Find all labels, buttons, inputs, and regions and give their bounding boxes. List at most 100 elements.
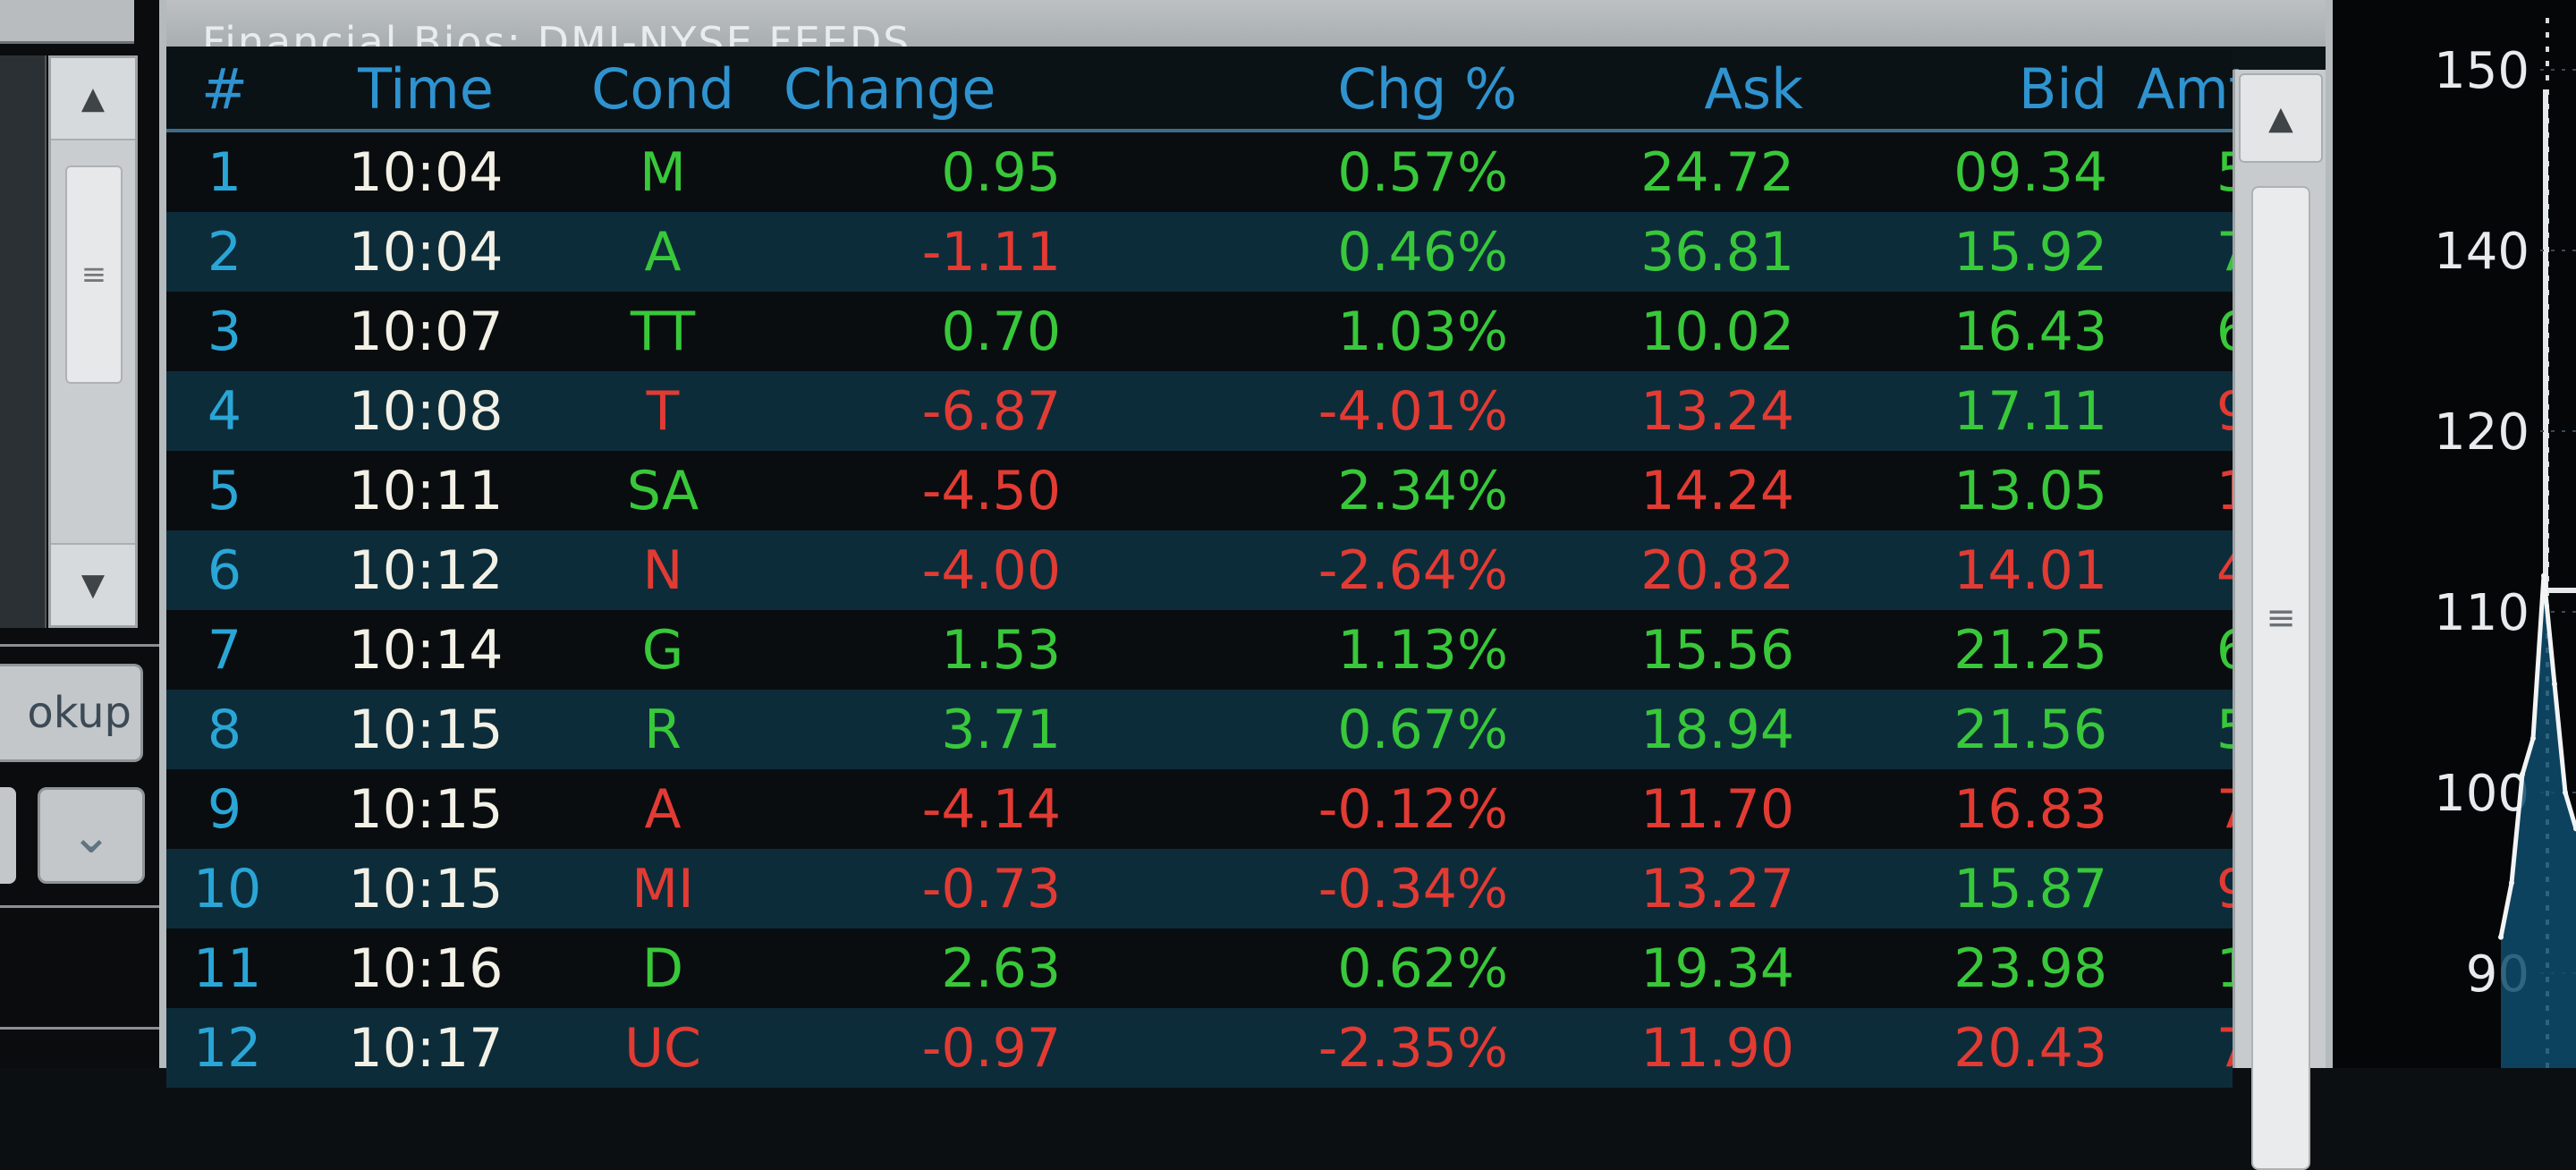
table-row[interactable]: 7 10:14 G 1.53 1.13% 15.56 21.256 (166, 610, 2250, 690)
cell-num: 7 (207, 618, 242, 682)
cell-change: -4.14 (921, 777, 1061, 841)
cell-ask: 15.56 (1640, 618, 1794, 682)
cell-amt: 1 (2080, 464, 2250, 518)
cell-bid: 17.11 (1953, 379, 2107, 443)
lookup-button[interactable]: okup (0, 664, 143, 762)
header-time[interactable]: Time (358, 56, 494, 122)
cell-ask: 19.34 (1640, 937, 1794, 1000)
price-area (2501, 575, 2576, 1068)
header-bid[interactable]: Bid (2018, 56, 2107, 122)
price-point (2563, 790, 2568, 795)
cell-amt: 5 (2080, 703, 2250, 757)
table-row[interactable]: 11 10:16 D 2.63 0.62% 19.34 23.981 (166, 928, 2250, 1008)
left-list-box[interactable] (0, 55, 47, 628)
left-side-button[interactable] (0, 787, 16, 884)
cell-change: -6.87 (921, 379, 1061, 443)
cell-cond: TT (630, 300, 696, 363)
table-row[interactable]: 5 10:11 SA -4.50 2.34% 14.24 13.051 (166, 451, 2250, 530)
cell-cond: A (644, 777, 682, 841)
price-point (2573, 826, 2576, 832)
header-amt[interactable]: Amt (2136, 56, 2250, 122)
price-point (2541, 572, 2546, 579)
cell-num: 2 (207, 220, 242, 284)
cell-chg-pct: 2.34% (1337, 459, 1508, 522)
table-row[interactable]: 10 10:15 MI -0.73 -0.34% 13.27 15.879 (166, 849, 2250, 928)
cell-amt: 9 (2080, 862, 2250, 916)
cell-ask: 11.90 (1640, 1016, 1794, 1080)
table-row[interactable]: 8 10:15 R 3.71 0.67% 18.94 21.565 (166, 690, 2250, 769)
cell-ask: 20.82 (1640, 538, 1794, 602)
cell-change: -4.50 (921, 459, 1061, 522)
cell-change: 0.70 (941, 300, 1061, 363)
window-title-bar[interactable]: Financial Bios: DMI-NYSE FEEDS (166, 0, 2326, 47)
header-change[interactable]: Change (784, 56, 996, 122)
cell-chg-pct: 0.67% (1337, 698, 1508, 761)
y-tick-label: 120 (2434, 403, 2529, 462)
cell-amt: 4 (2080, 544, 2250, 598)
cell-bid: 15.92 (1953, 220, 2107, 284)
cell-bid: 15.87 (1953, 857, 2107, 920)
cell-chg-pct: -4.01% (1318, 379, 1508, 443)
feed-scrollbar[interactable]: ▲ ≡ (2233, 70, 2326, 1170)
cell-time: 10:14 (348, 618, 504, 682)
expand-button[interactable]: ⌄ (38, 787, 145, 884)
cell-num: 11 (193, 937, 262, 1000)
table-row[interactable]: 12 10:17 UC -0.97 -2.35% 11.90 20.437 (166, 1008, 2250, 1088)
feed-table: # Time Cond Change Chg % Ask Bid Amt 1 10… (166, 50, 2250, 1088)
cell-time: 10:12 (348, 538, 504, 602)
cell-time: 10:15 (348, 777, 504, 841)
table-row[interactable]: 1 10:04 M 0.95 0.57% 24.72 09.345 (166, 132, 2250, 212)
cell-chg-pct: -2.35% (1318, 1016, 1508, 1080)
cell-num: 1 (207, 140, 242, 204)
cell-bid: 14.01 (1953, 538, 2107, 602)
feed-scroll-thumb[interactable] (2251, 186, 2310, 1170)
cell-bid: 23.98 (1953, 937, 2107, 1000)
scroll-up-arrow-icon[interactable]: ▲ (51, 58, 135, 140)
cell-chg-pct: 0.62% (1337, 937, 1508, 1000)
cell-num: 3 (207, 300, 242, 363)
cell-ask: 13.24 (1640, 379, 1794, 443)
feed-scroll-up-arrow-icon[interactable]: ▲ (2239, 73, 2323, 163)
cell-ask: 10.02 (1640, 300, 1794, 363)
cell-change: 2.63 (941, 937, 1061, 1000)
window-title: Financial Bios: DMI-NYSE FEEDS (202, 18, 911, 47)
header-chg-pct[interactable]: Chg % (1337, 56, 1517, 122)
table-row[interactable]: 9 10:15 A -4.14 -0.12% 11.70 16.837 (166, 769, 2250, 849)
scroll-thumb[interactable]: ≡ (65, 165, 123, 384)
y-tick-label: 140 (2434, 223, 2529, 281)
header-num[interactable]: # (201, 56, 248, 122)
cell-num: 4 (207, 379, 242, 443)
cell-time: 10:08 (348, 379, 504, 443)
cell-time: 10:15 (348, 698, 504, 761)
header-ask[interactable]: Ask (1704, 56, 1803, 122)
cell-ask: 11.70 (1640, 777, 1794, 841)
table-row[interactable]: 6 10:12 N -4.00 -2.64% 20.82 14.014 (166, 530, 2250, 610)
table-row[interactable]: 4 10:08 T -6.87 -4.01% 13.24 17.119 (166, 371, 2250, 451)
cell-change: 3.71 (941, 698, 1061, 761)
scroll-down-arrow-icon[interactable]: ▼ (51, 543, 135, 625)
y-tick-label: 100 (2434, 765, 2529, 823)
cell-ask: 14.24 (1640, 459, 1794, 522)
header-cond[interactable]: Cond (591, 56, 734, 122)
cell-time: 10:15 (348, 857, 504, 920)
cell-amt: 7 (2080, 225, 2250, 279)
cell-bid: 20.43 (1953, 1016, 2107, 1080)
cell-amt: 7 (2080, 783, 2250, 836)
table-header: # Time Cond Change Chg % Ask Bid Amt (166, 50, 2250, 132)
price-point (2498, 934, 2504, 940)
cell-cond: M (640, 140, 686, 204)
price-point (2530, 735, 2536, 742)
table-row[interactable]: 3 10:07 TT 0.70 1.03% 10.02 16.436 (166, 292, 2250, 371)
cell-num: 8 (207, 698, 242, 761)
cell-num: 5 (207, 459, 242, 522)
left-scrollbar[interactable]: ▲ ≡ ▼ (48, 55, 138, 628)
cell-chg-pct: -2.64% (1318, 538, 1508, 602)
cell-ask: 24.72 (1640, 140, 1794, 204)
cell-change: 0.95 (941, 140, 1061, 204)
table-row[interactable]: 2 10:04 A -1.11 0.46% 36.81 15.927 (166, 212, 2250, 292)
cell-ask: 13.27 (1640, 857, 1794, 920)
cell-cond: SA (626, 459, 699, 522)
cell-num: 10 (193, 857, 262, 920)
cell-time: 10:04 (348, 140, 504, 204)
